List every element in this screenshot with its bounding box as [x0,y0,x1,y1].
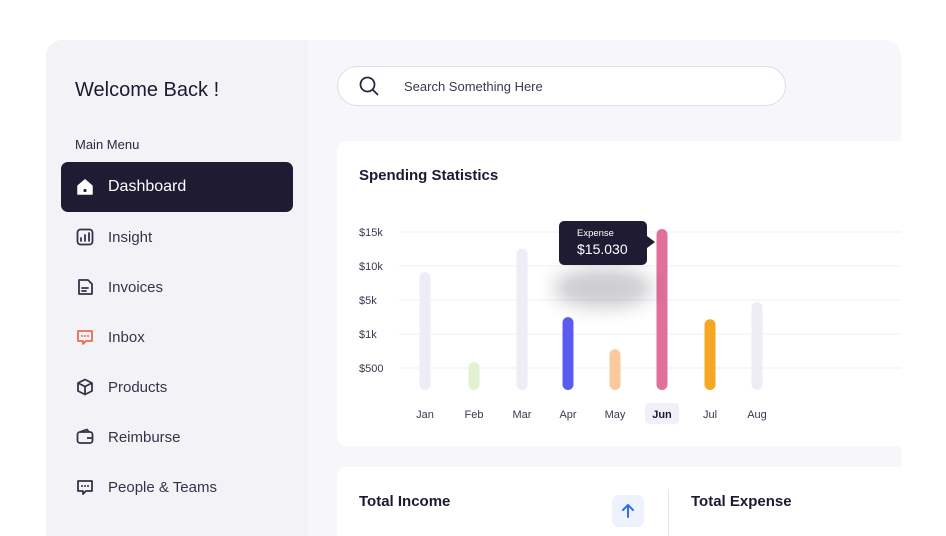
sidebar-item-people-teams[interactable]: People & Teams [61,462,293,512]
x-tick-label: May [605,409,626,421]
search-bar[interactable] [337,66,786,106]
bar-feb [468,362,480,390]
bar-apr [562,317,574,390]
y-tick-label: $15k [359,227,383,239]
main-menu-label: Main Menu [75,137,140,152]
main-menu: Dashboard Insight Invoices Inbox [61,162,293,512]
x-tick-label: Jun [652,409,672,421]
sidebar-item-inbox[interactable]: Inbox [61,312,293,362]
sidebar-item-label: Insight [108,228,153,246]
card-title: Spending Statistics [359,167,499,184]
welcome-heading: Welcome Back ! [75,79,220,101]
main-content: Spending Statistics $15k $10k $5k $1k $500 Ja… [308,40,901,536]
sidebar-item-label: Invoices [108,278,164,296]
x-tick-label: Mar [513,409,532,421]
home-icon [75,177,95,197]
x-tick-label: Jul [703,409,717,421]
y-tick-label: $5k [359,295,377,307]
bar-jul [704,319,716,390]
y-tick-label: $10k [359,261,383,273]
sidebar-item-label: People & Teams [108,478,217,496]
box-icon [75,377,95,397]
spending-bar-chart: $15k $10k $5k $1k $500 Jan Feb Mar Apr May Jun Jul A… [359,221,901,424]
invoice-icon [75,277,95,297]
bar-jun [656,229,668,390]
tooltip-pointer [647,236,655,248]
sidebar-item-insight[interactable]: Insight [61,212,293,262]
sidebar: Welcome Back ! Main Menu Dashboard Insig… [46,40,308,536]
sidebar-item-label: Products [108,378,168,396]
bar-may [609,349,621,390]
search-icon [359,76,379,96]
bar-aug [751,302,763,390]
arrow-up-icon [622,504,634,518]
sidebar-item-dashboard[interactable]: Dashboard [61,162,293,212]
x-tick-label: Aug [747,409,767,421]
message-icon [75,327,95,347]
sidebar-item-label: Inbox [108,328,145,346]
app-window: Welcome Back ! Main Menu Dashboard Insig… [46,40,901,536]
sidebar-item-label: Dashboard [108,178,187,195]
income-trend-button[interactable] [612,495,644,527]
y-tick-label: $1k [359,329,377,341]
x-tick-label: Apr [559,409,576,421]
tooltip-shadow [553,268,653,308]
bar-jan [419,272,431,390]
total-income-title: Total Income [359,493,451,510]
sidebar-item-reimburse[interactable]: Reimburse [61,412,293,462]
sidebar-item-label: Reimburse [108,428,181,446]
wallet-icon [75,427,95,447]
chat-people-icon [75,477,95,497]
bar-mar [516,248,528,390]
selected-month-highlight [645,403,679,424]
sidebar-item-products[interactable]: Products [61,362,293,412]
tooltip-box [559,221,647,265]
search-input[interactable] [404,78,704,94]
x-tick-label: Feb [465,409,484,421]
divider [668,489,669,536]
spending-statistics-card: Spending Statistics $15k $10k $5k $1k $500 Ja… [337,141,901,446]
total-expense-title: Total Expense [691,493,792,510]
sidebar-item-invoices[interactable]: Invoices [61,262,293,312]
chart-icon [75,227,95,247]
y-tick-label: $500 [359,363,383,375]
totals-card: Total Income Total Expense [337,467,901,536]
tooltip-label: Expense [577,228,614,239]
x-tick-label: Jan [416,409,434,421]
tooltip-value: $15.030 [577,241,628,257]
